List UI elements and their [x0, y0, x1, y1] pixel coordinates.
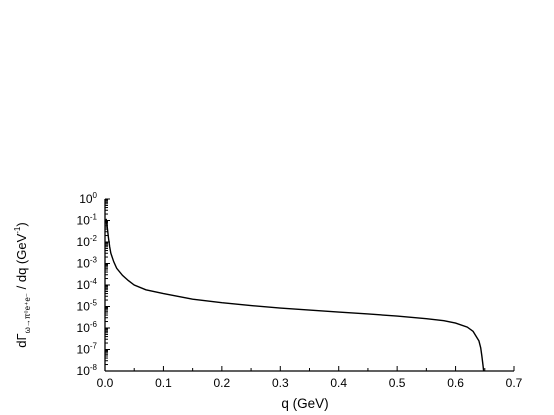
y-tick-label: 100 [79, 191, 97, 206]
x-tick-label: 0.0 [97, 376, 114, 390]
x-tick-label: 0.1 [155, 376, 172, 390]
x-tick-label: 0.3 [272, 376, 289, 390]
y-label-close: ) [14, 222, 29, 226]
x-tick-label: 0.4 [330, 376, 347, 390]
y-ticks: 100 10-1 10-2 10-3 10-4 10-5 10-6 10-7 10-8 [77, 191, 110, 378]
y-tick-label: 10-8 [77, 363, 98, 378]
y-tick-label: 10-4 [77, 277, 98, 292]
x-tick-label: 0.6 [447, 376, 464, 390]
x-tick-label: 0.7 [506, 376, 523, 390]
y-tick-label: 10-5 [77, 299, 98, 314]
series-line-1 [105, 218, 485, 372]
x-tick-label: 0.2 [214, 376, 231, 390]
plot-area [105, 218, 485, 372]
x-tick-label: 0.5 [389, 376, 406, 390]
y-label-exponent: -1 [13, 226, 22, 234]
y-tick-label: 10-1 [77, 213, 98, 228]
y-label-rest: / dq (GeV [14, 233, 29, 293]
y-tick-label: 10-6 [77, 320, 98, 335]
y-label-subscript: ω→π⁰e⁺e⁻ [23, 293, 32, 333]
x-axis-label: q (GeV) [281, 396, 328, 411]
y-label-main: dΓ [14, 333, 29, 347]
y-tick-label: 10-3 [77, 256, 98, 271]
y-tick-label: 10-2 [77, 234, 98, 249]
x-ticks: 0.0 0.1 0.2 0.3 0.4 0.5 0.6 0.7 [97, 366, 523, 390]
y-tick-label: 10-7 [77, 342, 98, 357]
y-axis-label: dΓω→π⁰e⁺e⁻ / dq (GeV-1) [13, 222, 32, 347]
